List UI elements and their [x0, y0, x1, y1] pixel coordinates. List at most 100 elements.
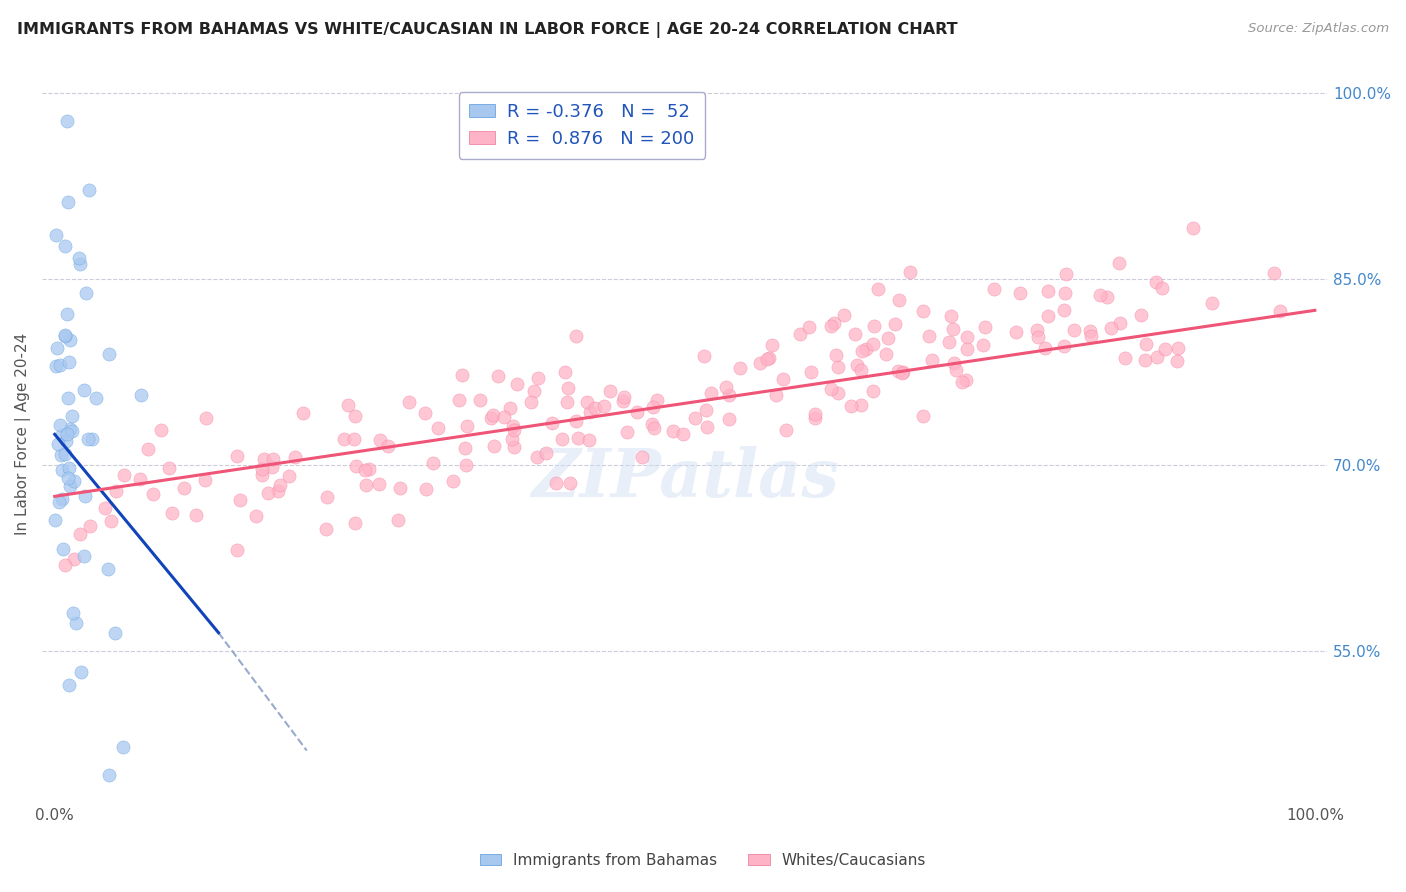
- Point: [845, 358, 868, 372]
- Point: [63, 474, 86, 488]
- Point: [56, 114, 79, 128]
- Point: [45, 341, 67, 355]
- Point: [797, 319, 820, 334]
- Point: [245, 509, 267, 524]
- Point: [53, 329, 76, 343]
- Point: [58, 471, 80, 485]
- Point: [641, 417, 664, 431]
- Point: [79, 519, 101, 533]
- Point: [575, 395, 598, 409]
- Point: [160, 506, 183, 520]
- Point: [1268, 303, 1291, 318]
- Point: [94, 501, 117, 516]
- Point: [486, 368, 509, 383]
- Point: [53, 239, 76, 253]
- Point: [1053, 286, 1076, 301]
- Point: [56, 307, 79, 321]
- Point: [1263, 266, 1285, 280]
- Point: [1028, 330, 1050, 344]
- Point: [1005, 325, 1028, 339]
- Point: [226, 543, 249, 558]
- Legend: R = -0.376   N =  52, R =  0.876   N = 200: R = -0.376 N = 52, R = 0.876 N = 200: [458, 92, 706, 159]
- Point: [67, 252, 90, 266]
- Point: [534, 445, 557, 459]
- Point: [316, 490, 339, 504]
- Point: [49, 358, 72, 372]
- Point: [551, 433, 574, 447]
- Point: [820, 382, 842, 396]
- Point: [58, 195, 80, 210]
- Point: [65, 616, 87, 631]
- Point: [482, 439, 505, 453]
- Point: [112, 468, 135, 483]
- Point: [415, 483, 437, 497]
- Point: [645, 392, 668, 407]
- Point: [942, 322, 965, 336]
- Point: [62, 606, 84, 620]
- Point: [104, 626, 127, 640]
- Point: [49, 448, 72, 462]
- Point: [184, 508, 207, 522]
- Point: [851, 398, 873, 412]
- Point: [58, 355, 80, 369]
- Point: [526, 450, 548, 464]
- Point: [278, 468, 301, 483]
- Point: [387, 513, 409, 527]
- Point: [257, 485, 280, 500]
- Text: IMMIGRANTS FROM BAHAMAS VS WHITE/CAUCASIAN IN LABOR FORCE | AGE 20-24 CORRELATIO: IMMIGRANTS FROM BAHAMAS VS WHITE/CAUCASI…: [17, 22, 957, 38]
- Point: [52, 541, 75, 556]
- Point: [1108, 256, 1130, 270]
- Point: [55, 434, 77, 449]
- Point: [69, 526, 91, 541]
- Point: [761, 337, 783, 351]
- Point: [1167, 341, 1189, 355]
- Point: [368, 476, 391, 491]
- Point: [269, 478, 291, 492]
- Point: [862, 384, 884, 399]
- Point: [441, 475, 464, 489]
- Point: [53, 327, 76, 342]
- Point: [129, 472, 152, 486]
- Point: [827, 385, 849, 400]
- Point: [877, 331, 900, 345]
- Point: [98, 768, 121, 782]
- Point: [59, 334, 82, 348]
- Point: [693, 350, 716, 364]
- Point: [506, 376, 529, 391]
- Point: [389, 481, 412, 495]
- Point: [921, 353, 943, 368]
- Point: [136, 442, 159, 456]
- Point: [1135, 336, 1157, 351]
- Point: [578, 405, 600, 419]
- Point: [45, 228, 67, 243]
- Point: [1026, 323, 1049, 337]
- Point: [502, 419, 524, 434]
- Point: [889, 293, 911, 308]
- Point: [45, 359, 67, 373]
- Point: [583, 401, 606, 416]
- Point: [413, 406, 436, 420]
- Point: [554, 366, 576, 380]
- Point: [789, 326, 811, 341]
- Point: [1146, 350, 1168, 364]
- Point: [1053, 303, 1076, 318]
- Point: [1130, 309, 1153, 323]
- Point: [541, 416, 564, 430]
- Point: [972, 337, 994, 351]
- Point: [911, 303, 934, 318]
- Point: [250, 468, 273, 483]
- Point: [823, 316, 845, 330]
- Point: [97, 562, 120, 576]
- Point: [60, 425, 83, 439]
- Point: [875, 347, 897, 361]
- Point: [357, 462, 380, 476]
- Point: [956, 342, 979, 356]
- Point: [1033, 341, 1056, 355]
- Point: [51, 462, 73, 476]
- Point: [862, 337, 884, 351]
- Point: [565, 414, 588, 428]
- Point: [422, 456, 444, 470]
- Point: [129, 388, 152, 402]
- Point: [342, 432, 364, 446]
- Point: [557, 381, 579, 395]
